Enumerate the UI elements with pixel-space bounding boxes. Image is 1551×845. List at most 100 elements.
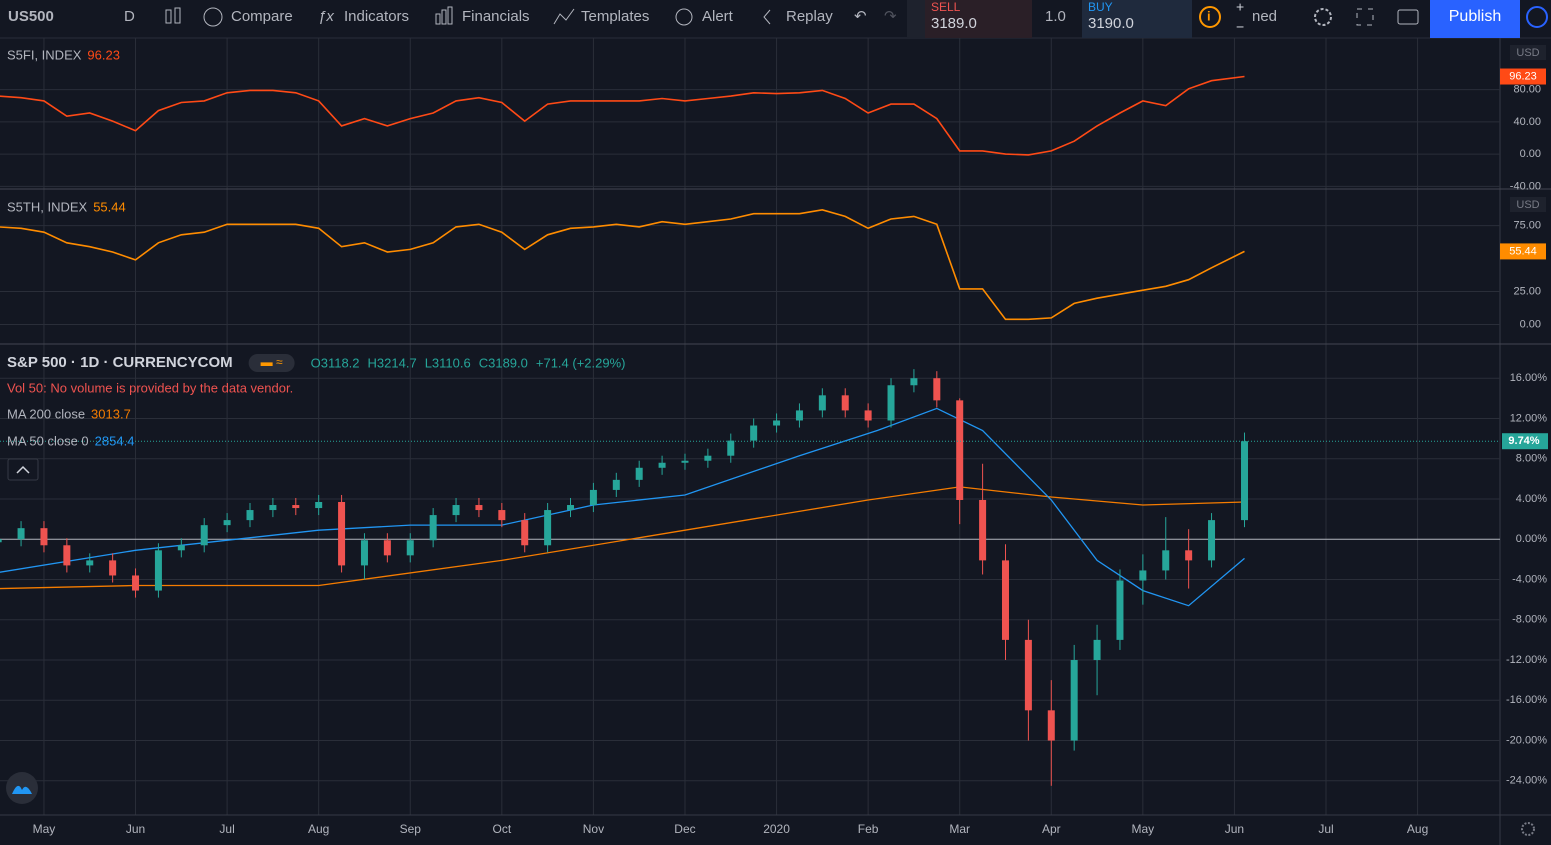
indicators-button[interactable]: Indicators [344,8,409,25]
play-icon[interactable] [1526,6,1548,28]
publish-button[interactable] [1430,0,1520,38]
candle-body [1162,550,1170,571]
financials-icon[interactable] [435,6,453,25]
price-tick-label: 75.00 [1513,220,1541,232]
time-tick-label: Sep [400,822,422,836]
alert-icon[interactable] [675,8,693,26]
candle-body [269,505,277,511]
pane-value: 55.44 [93,199,126,214]
quantity[interactable]: 1.0 [1045,8,1066,25]
price-tick-label: 80.00 [1513,84,1541,96]
info-icon[interactable] [1199,6,1221,28]
price-tick-label: 0.00 [1520,148,1541,160]
candle-body [475,505,483,511]
price-tick-label: 16.00% [1510,372,1548,384]
ohlc-value: L3110.6 [425,355,471,370]
undo-button[interactable]: ↶ [854,8,867,25]
chart-style-icon[interactable] [165,7,181,24]
candle-body [544,510,552,546]
templates-icon[interactable] [553,8,575,25]
candle-body [1139,570,1147,581]
candle-body [360,540,368,566]
candle-body [589,489,597,506]
interval[interactable]: D [124,8,135,25]
price-tick-label: 25.00 [1513,285,1541,297]
time-tick-label: Mar [949,822,970,836]
templates-button[interactable]: Templates [581,8,649,25]
candle-body [1001,560,1009,640]
buy-price: 3190.0 [1088,15,1134,32]
candle-body [841,395,849,411]
compare-icon[interactable] [203,7,223,27]
settings-icon[interactable] [1314,8,1332,26]
ohlc-value: H3214.7 [368,355,417,370]
candle-body [1024,639,1032,711]
symbol[interactable]: US500 [8,8,54,25]
time-tick-label: Aug [308,822,329,836]
redo-button[interactable]: ↷ [884,8,897,25]
candle-body [132,575,140,591]
candle-body [429,515,437,541]
candle-body [1116,580,1124,640]
increase-button[interactable]: + [1236,0,1244,15]
pane-title: S5TH, INDEX [7,199,88,214]
candle-body [0,539,2,543]
price-tick-label: 8.00% [1516,453,1547,465]
logo [6,772,38,804]
toolbar [0,0,1551,38]
pane-title: S5FI, INDEX [7,47,82,62]
candle-body [406,540,414,556]
candle-body [1047,710,1055,741]
time-tick-label: Feb [858,822,879,836]
collapse-legend-button[interactable] [7,458,39,481]
financials-button[interactable]: Financials [462,8,530,25]
candle-body [498,510,506,521]
candle-body [704,455,712,461]
candle-body [63,545,71,566]
alert-button[interactable]: Alert [702,8,734,25]
last-value-label: 55.44 [1509,245,1537,257]
volume-note: Vol 50: No volume is provided by the dat… [7,380,293,395]
price-tick-label: -24.00% [1506,775,1547,787]
candle-body [17,528,25,540]
candle-body [979,499,987,561]
candle-body [292,505,300,509]
replay-icon[interactable] [763,9,771,25]
sell-button[interactable] [925,0,1032,38]
candle-body [795,410,803,421]
candle-body [177,545,185,551]
last-price-tag [1502,433,1548,450]
candle-body [223,520,231,526]
time-tick-label: Oct [492,822,511,836]
moving-average-line [0,486,1245,590]
study-toggle[interactable] [248,354,295,372]
time-tick-label: Jun [126,822,145,836]
buy-label: BUY [1088,0,1113,14]
indicators-icon[interactable]: ƒx [318,8,334,25]
buy-button[interactable] [1082,0,1192,38]
layout-name[interactable]: ned [1252,8,1277,25]
candle-body [1093,639,1101,661]
last-price-label: 9.74% [1508,435,1539,447]
candle-body [452,505,460,516]
compare-button[interactable]: Compare [231,8,293,25]
candle-body [727,440,735,456]
candle-body [750,425,758,441]
price-tick-label: -4.00% [1512,573,1547,585]
time-tick-label: Jul [219,822,234,836]
main-title: S&P 500 · 1D · CURRENCYCOM [7,354,233,371]
replay-button[interactable]: Replay [786,8,833,25]
decrease-button[interactable]: − [1236,19,1244,35]
fullscreen-icon[interactable] [1356,8,1374,26]
candle-body [567,505,575,511]
candle-body [86,560,94,566]
candle-body [658,462,666,468]
indicator-line [0,75,1245,156]
snapshot-icon[interactable] [1397,9,1419,25]
candle-body [635,467,643,480]
axis-settings-icon[interactable] [1521,822,1535,836]
time-tick-label: Dec [674,822,695,836]
candle-body [109,560,117,576]
